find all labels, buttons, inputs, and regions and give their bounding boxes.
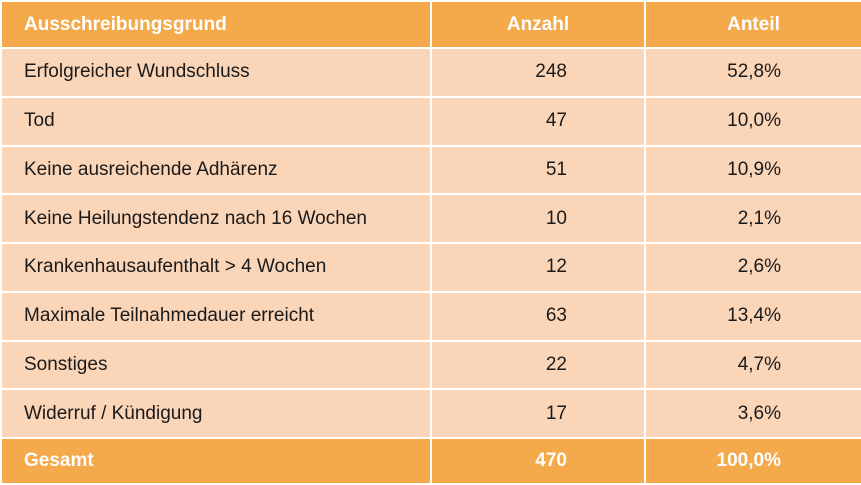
table-row: Widerruf / Kündigung 17 3,6% xyxy=(0,388,861,439)
cell-reason: Sonstiges xyxy=(0,339,432,391)
total-count: 470 xyxy=(430,437,646,485)
cell-count: 10 xyxy=(430,193,646,244)
cell-reason: Keine ausreichende Adhärenz xyxy=(0,144,432,196)
cell-share: 13,4% xyxy=(644,290,861,342)
total-label: Gesamt xyxy=(0,437,432,485)
table-row: Krankenhausaufenthalt > 4 Wochen 12 2,6% xyxy=(0,242,861,293)
header-row: Ausschreibungsgrund Anzahl Anteil xyxy=(0,0,861,49)
cell-count: 63 xyxy=(430,290,646,342)
total-row: Gesamt 470 100,0% xyxy=(0,437,861,485)
cell-reason: Tod xyxy=(0,95,432,147)
table-row: Sonstiges 22 4,7% xyxy=(0,339,861,391)
cell-share: 2,6% xyxy=(644,242,861,293)
cell-count: 47 xyxy=(430,95,646,147)
cell-share: 10,0% xyxy=(644,95,861,147)
cell-reason: Maximale Teilnahmedauer erreicht xyxy=(0,290,432,342)
cell-count: 51 xyxy=(430,144,646,196)
cell-count: 17 xyxy=(430,388,646,439)
cell-share: 3,6% xyxy=(644,388,861,439)
cell-reason: Erfolgreicher Wundschluss xyxy=(0,47,432,98)
header-reason: Ausschreibungsgrund xyxy=(0,0,432,49)
cell-reason: Widerruf / Kündigung xyxy=(0,388,432,439)
total-share: 100,0% xyxy=(644,437,861,485)
cell-reason: Keine Heilungstendenz nach 16 Wochen xyxy=(0,193,432,244)
cell-share: 10,9% xyxy=(644,144,861,196)
table-row: Maximale Teilnahmedauer erreicht 63 13,4… xyxy=(0,290,861,342)
table-row: Keine ausreichende Adhärenz 51 10,9% xyxy=(0,144,861,196)
cell-share: 52,8% xyxy=(644,47,861,98)
header-share: Anteil xyxy=(644,0,861,49)
table-row: Erfolgreicher Wundschluss 248 52,8% xyxy=(0,47,861,98)
cell-share: 4,7% xyxy=(644,339,861,391)
table-row: Tod 47 10,0% xyxy=(0,95,861,147)
cell-count: 12 xyxy=(430,242,646,293)
cell-reason: Krankenhausaufenthalt > 4 Wochen xyxy=(0,242,432,293)
table-row: Keine Heilungstendenz nach 16 Wochen 10 … xyxy=(0,193,861,244)
cell-count: 22 xyxy=(430,339,646,391)
cell-share: 2,1% xyxy=(644,193,861,244)
header-count: Anzahl xyxy=(430,0,646,49)
cell-count: 248 xyxy=(430,47,646,98)
